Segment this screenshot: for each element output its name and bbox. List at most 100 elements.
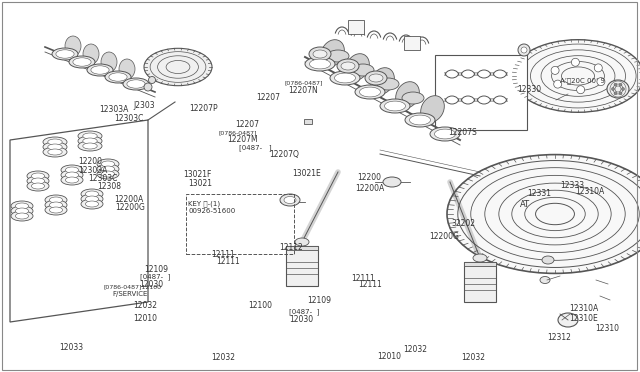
Ellipse shape [97,169,119,179]
Circle shape [518,44,530,56]
Text: 12032: 12032 [211,353,236,362]
Text: 12111: 12111 [351,274,374,283]
Text: 12030: 12030 [140,280,164,289]
Ellipse shape [48,144,62,150]
Ellipse shape [371,68,394,94]
Ellipse shape [123,78,149,90]
Text: 12207: 12207 [236,121,260,129]
Ellipse shape [396,82,419,108]
Ellipse shape [473,254,487,262]
Ellipse shape [558,313,578,327]
Ellipse shape [31,178,45,184]
Ellipse shape [49,197,63,203]
Text: 12207: 12207 [256,93,280,102]
Ellipse shape [65,177,79,183]
Circle shape [611,87,614,90]
Ellipse shape [11,206,33,216]
Ellipse shape [65,36,81,56]
Ellipse shape [15,213,29,219]
Ellipse shape [91,66,109,74]
Text: [0487-   ]: [0487- ] [239,145,272,151]
Text: 12308: 12308 [97,182,122,191]
Text: 12200A: 12200A [114,195,143,204]
Ellipse shape [435,129,456,139]
Text: 12333: 12333 [561,181,585,190]
Ellipse shape [52,48,78,60]
Ellipse shape [49,202,63,208]
Text: 12312: 12312 [547,333,571,342]
Ellipse shape [78,131,102,141]
Ellipse shape [45,200,67,210]
Ellipse shape [383,177,401,187]
Ellipse shape [81,194,103,204]
Ellipse shape [365,71,387,85]
Ellipse shape [83,138,97,144]
Ellipse shape [85,201,99,207]
Ellipse shape [127,80,145,88]
Text: 12207M: 12207M [227,135,258,144]
Ellipse shape [607,80,629,98]
Ellipse shape [420,96,444,122]
Text: J2303: J2303 [133,101,155,110]
Ellipse shape [327,50,349,62]
Text: 12303C: 12303C [88,174,118,183]
FancyBboxPatch shape [404,36,420,50]
Ellipse shape [385,101,406,111]
Text: 12207Q: 12207Q [269,150,299,159]
Ellipse shape [101,166,115,172]
Text: 12310: 12310 [595,324,620,333]
Text: 12310E: 12310E [570,314,598,323]
Text: 13021: 13021 [188,179,212,187]
Text: 12010: 12010 [133,314,157,323]
Ellipse shape [65,172,79,178]
Circle shape [551,66,559,74]
Ellipse shape [309,47,331,61]
Circle shape [144,83,152,91]
Ellipse shape [97,159,119,169]
Text: 12111: 12111 [211,250,235,259]
Ellipse shape [61,175,83,185]
Text: 12200G: 12200G [115,203,145,212]
Ellipse shape [27,181,49,191]
Text: 12032: 12032 [133,301,157,310]
Ellipse shape [280,194,300,206]
Text: 12033: 12033 [59,343,83,352]
Ellipse shape [101,171,115,177]
Ellipse shape [144,48,212,86]
Text: 13021F: 13021F [183,170,211,179]
Ellipse shape [284,196,296,203]
Text: 12111: 12111 [358,280,382,289]
Ellipse shape [73,58,91,66]
Ellipse shape [310,59,330,69]
Circle shape [577,86,584,94]
Ellipse shape [105,71,131,83]
Text: 12207N: 12207N [288,86,317,94]
FancyBboxPatch shape [286,246,318,286]
Ellipse shape [15,208,29,214]
Text: 00926-51600: 00926-51600 [188,208,236,214]
FancyBboxPatch shape [286,246,318,250]
Ellipse shape [402,92,424,104]
Circle shape [621,87,625,90]
Ellipse shape [87,64,113,76]
Circle shape [148,77,156,83]
Ellipse shape [69,56,95,68]
FancyBboxPatch shape [435,55,527,130]
Text: AT: AT [520,200,530,209]
Ellipse shape [83,133,97,139]
Ellipse shape [305,57,335,71]
Text: 13021E: 13021E [292,169,321,178]
Ellipse shape [410,115,431,125]
Text: A’グ20C 00’ 9: A’グ20C 00’ 9 [560,78,605,84]
Text: 12303A: 12303A [99,105,129,114]
Circle shape [521,47,527,53]
Circle shape [595,64,602,72]
Text: 12200G: 12200G [429,232,459,241]
Ellipse shape [65,167,79,173]
Text: 12331: 12331 [527,189,552,198]
Text: 12200: 12200 [78,157,102,166]
Ellipse shape [405,113,435,127]
Ellipse shape [542,256,554,264]
Ellipse shape [346,54,369,80]
Ellipse shape [295,238,309,246]
